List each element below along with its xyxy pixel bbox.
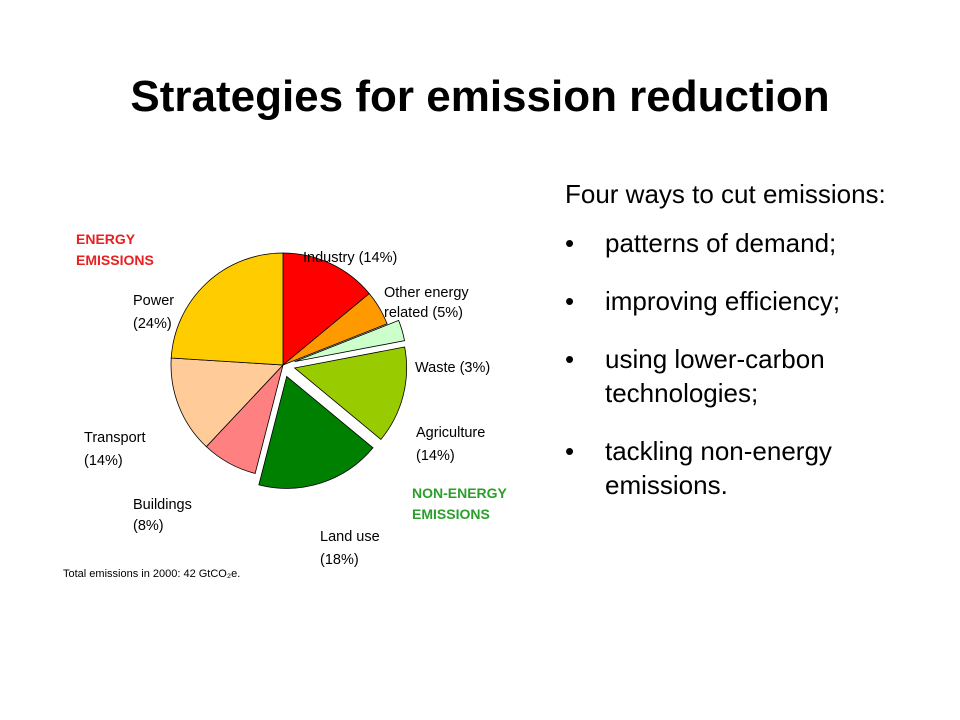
group-label-energy-1: ENERGY (76, 231, 136, 247)
pie-slices (170, 252, 407, 489)
slice-label-waste: Waste (3%) (415, 360, 490, 376)
list-item: • patterns of demand; (565, 226, 945, 260)
bullet-icon: • (565, 436, 575, 466)
bullet-text: patterns of demand; (605, 228, 837, 258)
pie-slice-industry (282, 252, 370, 366)
slice-label-buildings-1: Buildings (133, 497, 192, 513)
chart-footnote: Total emissions in 2000: 42 GtCO₂e. (63, 568, 240, 580)
slice-label-agriculture-1: Agriculture (416, 425, 485, 441)
slice-label-buildings-2: (8%) (133, 518, 164, 534)
slide-title: Strategies for emission reduction (130, 72, 830, 121)
bullet-text: tackling non-energy emissions. (605, 436, 832, 500)
slice-label-other-energy-1: Other energy (384, 285, 469, 301)
bullet-icon: • (565, 344, 575, 374)
slice-label-power-1: Power (133, 293, 174, 309)
slice-label-agriculture-2: (14%) (416, 448, 455, 464)
group-label-energy-2: EMISSIONS (76, 252, 154, 268)
list-item: • improving efficiency; (565, 284, 945, 318)
slice-label-power-2: (24%) (133, 316, 172, 332)
slice-label-transport-2: (14%) (84, 453, 123, 469)
pie-slice-power (170, 252, 284, 366)
bullet-icon: • (565, 228, 575, 258)
pie-chart-svg: ENERGY EMISSIONS NON-ENERGY EMISSIONS In… (63, 231, 508, 580)
pie-slice-transport (170, 357, 284, 448)
strategies-text: Four ways to cut emissions: • patterns of… (565, 176, 945, 526)
bullet-text: improving efficiency; (605, 286, 841, 316)
slice-label-transport-1: Transport (84, 430, 146, 446)
strategy-list: • patterns of demand; • improving efficien… (565, 226, 945, 502)
group-label-nonenergy-1: NON-ENERGY (412, 485, 508, 501)
pie-slice-agriculture (293, 346, 407, 440)
pie-slice-land (258, 375, 374, 489)
slice-label-land-use-1: Land use (320, 529, 380, 545)
pie-slice-other (282, 293, 388, 366)
emissions-pie-chart: ENERGY EMISSIONS NON-ENERGY EMISSIONS In… (60, 225, 550, 585)
list-item: • tackling non-energy emissions. (565, 434, 945, 502)
slice-label-other-energy-2: related (5%) (384, 305, 463, 321)
slice-label-land-use-2: (18%) (320, 552, 359, 568)
bullet-icon: • (565, 286, 575, 316)
intro-text: Four ways to cut emissions: (565, 179, 886, 209)
group-label-nonenergy-2: EMISSIONS (412, 506, 490, 522)
slice-label-industry: Industry (14%) (303, 250, 397, 266)
list-item: • using lower-carbon technologies; (565, 342, 945, 410)
bullet-text: using lower-carbon technologies; (605, 344, 825, 408)
pie-slice-waste (294, 319, 406, 363)
